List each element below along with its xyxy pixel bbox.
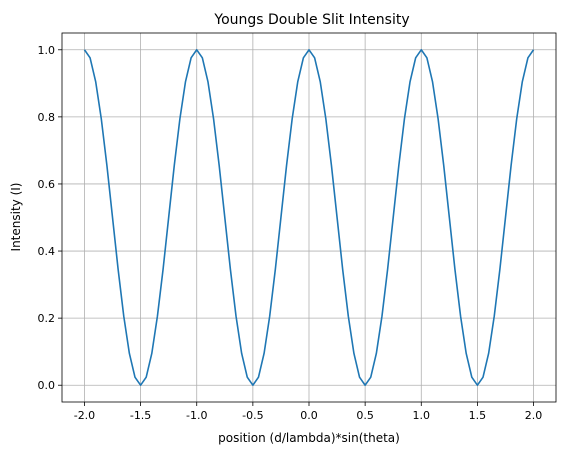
y-axis-ticks: 0.0 0.2 0.4 0.6 0.8 1.0 xyxy=(38,44,62,392)
x-tick-label: 2.0 xyxy=(525,409,543,422)
x-tick-label: 1.0 xyxy=(413,409,431,422)
grid-layer xyxy=(62,33,556,402)
y-tick-label: 0.2 xyxy=(38,312,56,325)
x-tick-label: 0.5 xyxy=(356,409,374,422)
y-tick-label: 0.8 xyxy=(38,111,56,124)
x-axis-ticks: -2.0 -1.5 -1.0 -0.5 0.0 0.5 1.0 1.5 2.0 xyxy=(74,402,543,422)
x-tick-label: -2.0 xyxy=(74,409,95,422)
x-tick-label: -1.5 xyxy=(130,409,151,422)
y-tick-label: 0.6 xyxy=(38,178,56,191)
x-tick-label: 1.5 xyxy=(469,409,487,422)
intensity-series-line xyxy=(83,48,535,387)
x-tick-label: -1.0 xyxy=(186,409,207,422)
x-axis-label: position (d/lambda)*sin(theta) xyxy=(218,431,400,445)
chart-title: Youngs Double Slit Intensity xyxy=(213,12,409,28)
y-tick-label: 0.4 xyxy=(38,245,56,258)
x-tick-label: 0.0 xyxy=(300,409,318,422)
x-tick-label: -0.5 xyxy=(242,409,263,422)
y-axis-label: Intensity (I) xyxy=(9,183,23,252)
series-layer xyxy=(83,48,535,387)
y-tick-label: 1.0 xyxy=(38,44,56,57)
y-tick-label: 0.0 xyxy=(38,379,56,392)
